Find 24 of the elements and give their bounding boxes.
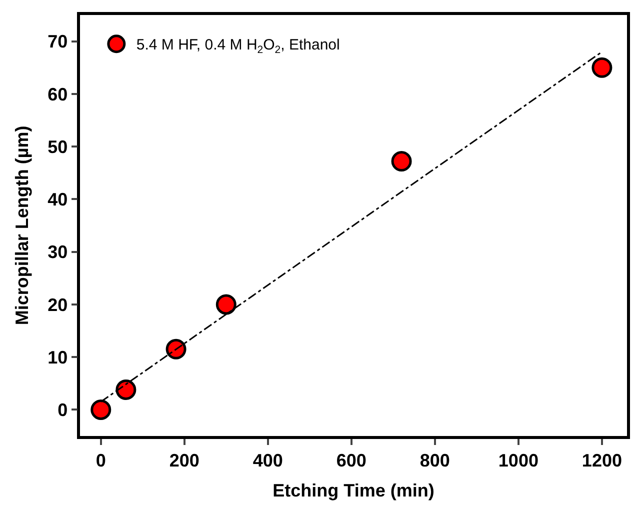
y-tick-label: 40 xyxy=(48,189,68,210)
y-tick-label: 60 xyxy=(48,84,68,104)
y-tick-label: 0 xyxy=(58,400,68,420)
x-tick-label: 800 xyxy=(420,450,450,470)
x-tick-label: 1000 xyxy=(498,450,538,470)
x-tick-label: 0 xyxy=(96,450,106,470)
point xyxy=(90,399,112,420)
x-axis-title: Etching Time (min) xyxy=(272,480,434,500)
point xyxy=(216,294,236,315)
point xyxy=(391,151,412,172)
x-tick-label: 1200 xyxy=(582,450,622,470)
y-tick-label: 70 xyxy=(48,32,68,52)
point xyxy=(166,338,186,360)
point xyxy=(116,379,136,400)
y-tick-label: 30 xyxy=(48,242,68,262)
y-tick-label: 10 xyxy=(48,347,68,368)
legend-label: 5.4 M HF, 0.4 M H$_{2}$O$_{2}$, Ethanol xyxy=(136,36,340,56)
x-tick-label: 200 xyxy=(169,450,200,470)
y-tick-label: 20 xyxy=(48,294,68,315)
y-tick-label: 50 xyxy=(48,136,68,157)
x-tick-label: 400 xyxy=(252,450,283,470)
y-axis-title: Micropillar Length (µm) xyxy=(12,126,32,326)
x-tick-label: 600 xyxy=(336,450,366,470)
point xyxy=(592,57,612,78)
